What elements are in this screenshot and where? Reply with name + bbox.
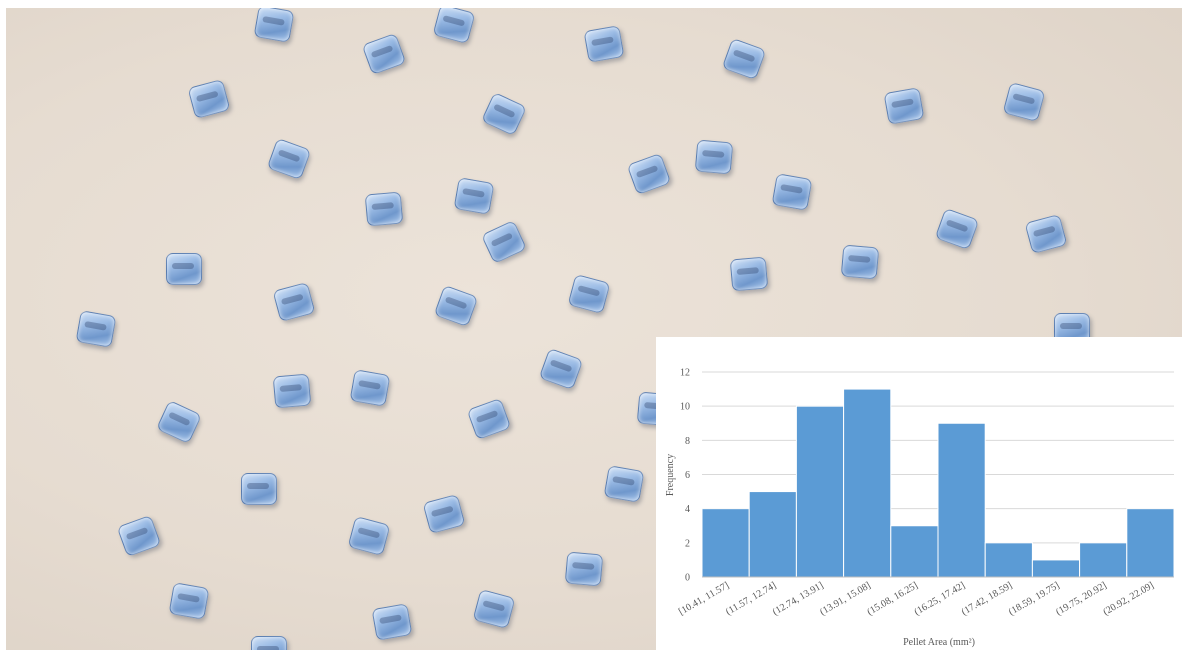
x-tick-labels: [10.41, 11.57](11.57, 12.74](12.74, 13.9… — [677, 580, 1156, 618]
y-tick-label: 6 — [685, 470, 690, 481]
pellet — [266, 137, 312, 181]
pellet — [168, 582, 210, 620]
x-tick-label: (17.42, 18.59] — [960, 580, 1015, 618]
pellets-photo — [6, 8, 1182, 650]
pellet — [364, 191, 404, 227]
pellet — [349, 369, 391, 407]
y-tick-label: 0 — [685, 573, 690, 584]
y-axis-title: Frequency — [665, 454, 676, 496]
pellet — [347, 515, 391, 557]
y-tick-label: 12 — [680, 368, 690, 379]
x-tick-label: [10.41, 11.57] — [677, 580, 731, 618]
pellet — [241, 473, 277, 505]
pellet — [567, 273, 611, 315]
x-tick-label: (12.74, 13.91] — [771, 580, 826, 618]
pellet — [480, 91, 528, 137]
pellet — [603, 465, 645, 503]
x-tick-label: (13.91, 15.08] — [818, 580, 873, 618]
histogram-bar — [795, 405, 845, 578]
histogram-bar — [748, 491, 797, 578]
pellet — [934, 207, 980, 251]
histogram-bar — [937, 422, 986, 578]
histogram-bar — [843, 388, 892, 578]
histogram-panel: 0 2 4 6 8 10 12 [10.41, 11.57] (11.57, 12.74] (1… — [656, 337, 1182, 650]
pellet — [626, 152, 672, 196]
x-tick-label: (11.57, 12.74] — [724, 580, 778, 618]
pellet — [771, 173, 813, 211]
pellet — [422, 493, 466, 535]
pellet — [272, 281, 316, 323]
histogram-bar — [701, 508, 750, 578]
bars — [701, 388, 1175, 578]
y-tick-label: 10 — [680, 402, 690, 413]
pellet — [694, 139, 734, 175]
pellet — [453, 177, 495, 215]
pellet — [155, 399, 203, 445]
histogram-bar — [984, 542, 1033, 578]
pellet — [253, 8, 295, 43]
pellet — [1002, 81, 1046, 123]
pellet — [472, 588, 516, 630]
pellet — [480, 219, 528, 265]
x-tick-label: (20.92, 22.09] — [1101, 580, 1156, 618]
pellet — [564, 551, 604, 587]
pellet — [1024, 213, 1068, 255]
histogram-bar — [890, 525, 939, 578]
y-tick-label: 4 — [685, 504, 690, 515]
pellet — [371, 603, 413, 641]
pellet — [883, 87, 925, 125]
histogram-bar — [1079, 542, 1128, 578]
pellet — [75, 310, 117, 348]
x-tick-label: (18.59, 19.75] — [1007, 580, 1062, 618]
pellet — [466, 397, 512, 441]
pellet — [538, 347, 584, 391]
pellet — [721, 37, 767, 81]
histogram-bar — [1126, 508, 1175, 578]
x-tick-label: (16.25, 17.42] — [913, 580, 968, 618]
x-tick-label: (15.08, 16.25] — [865, 580, 920, 618]
y-tick-label: 8 — [685, 436, 690, 447]
pellet — [729, 256, 769, 292]
y-tick-label: 2 — [685, 538, 690, 549]
histogram-bar — [1031, 559, 1081, 578]
pellet — [433, 284, 479, 328]
pellet — [361, 32, 407, 76]
pellet — [251, 636, 287, 650]
pellet — [840, 244, 880, 280]
x-axis-title: Pellet Area (mm²) — [903, 637, 975, 648]
y-tick-labels: 0 2 4 6 8 10 12 — [680, 368, 690, 584]
pellet — [432, 8, 476, 45]
pellet — [166, 253, 202, 285]
pellet — [583, 25, 625, 63]
pellet — [187, 78, 231, 120]
pellet — [116, 514, 162, 558]
pellet — [272, 373, 312, 409]
x-tick-label: (19.75, 20.92] — [1054, 580, 1109, 618]
